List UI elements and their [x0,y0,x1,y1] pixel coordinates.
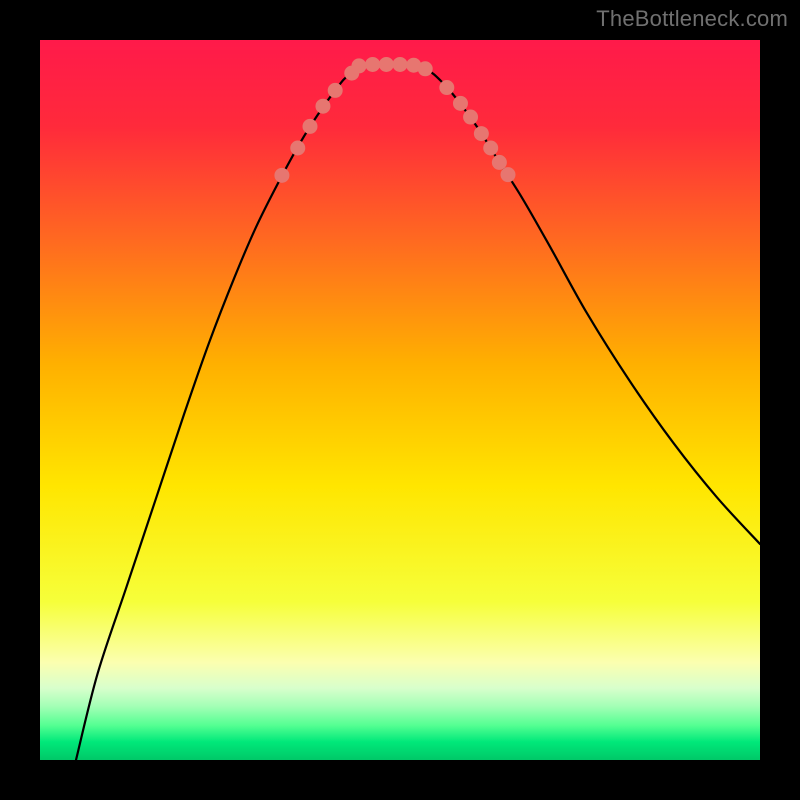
curve-marker [483,141,498,156]
curve-marker [474,126,489,141]
curve-marker [453,96,468,111]
curve-marker [393,57,408,72]
curve-marker [418,61,433,76]
curve-marker [274,168,289,183]
curve-marker [328,83,343,98]
curve-marker [290,141,305,156]
watermark-text: TheBottleneck.com [596,6,788,32]
curve-marker [501,167,516,182]
chart-frame: TheBottleneck.com [0,0,800,800]
plot-background [40,40,760,760]
curve-marker [439,80,454,95]
curve-marker [463,110,478,125]
curve-marker [365,57,380,72]
curve-marker [303,119,318,134]
curve-marker [315,99,330,114]
curve-marker [351,58,366,73]
bottleneck-curve-chart [0,0,800,800]
curve-marker [492,155,507,170]
curve-marker [379,57,394,72]
